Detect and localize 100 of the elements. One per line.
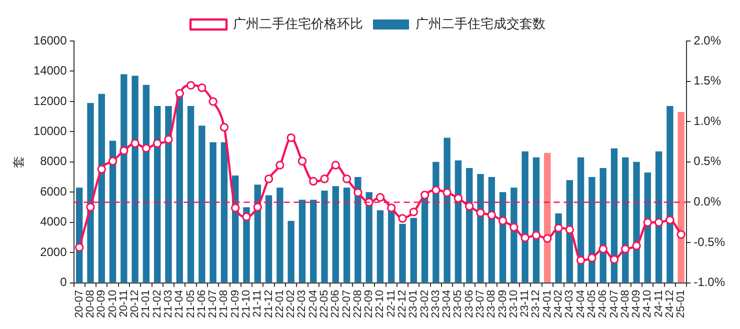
point xyxy=(298,156,307,166)
bar xyxy=(109,140,116,282)
x-tick-label: 20-11 xyxy=(118,290,130,318)
point xyxy=(588,254,596,262)
legend-label: 广州二手住宅价格环比 xyxy=(233,16,363,32)
point xyxy=(186,80,196,90)
x-tick-label: 24-07 xyxy=(608,290,620,318)
point xyxy=(286,133,296,142)
x-tick-label: 21-02 xyxy=(151,290,164,318)
x-tick-label: 23-10 xyxy=(508,290,520,318)
y-tick-label: 6000 xyxy=(40,184,68,198)
bar xyxy=(544,152,551,282)
y-tick-label: 2000 xyxy=(40,244,68,259)
point xyxy=(576,256,586,265)
bar xyxy=(310,200,317,282)
x-tick-label: 22-08 xyxy=(352,290,364,318)
bar xyxy=(666,106,674,282)
point xyxy=(610,255,619,264)
x-tick-label: 23-08 xyxy=(486,290,498,318)
point xyxy=(532,230,541,240)
y2-tick-label: -0.5% xyxy=(694,234,726,249)
bar xyxy=(600,168,606,282)
x-tick-label: 24-02 xyxy=(552,290,565,318)
bar xyxy=(265,195,272,282)
x-tick-label: 21-11 xyxy=(252,290,264,318)
x-tick-label: 24-10 xyxy=(642,290,654,318)
y2-tick-label: 2.0% xyxy=(694,33,722,48)
x-tick-label: 23-06 xyxy=(463,290,476,318)
x-tick-label: 20-07 xyxy=(73,290,86,318)
point xyxy=(198,83,206,92)
x-tick-label: 22-04 xyxy=(307,290,320,318)
x-tick-label: 22-06 xyxy=(330,290,342,318)
point xyxy=(643,218,652,227)
y-tick-label: 12000 xyxy=(33,94,68,108)
bar xyxy=(678,112,684,282)
y2-tick-label: 0.0% xyxy=(694,194,722,209)
point xyxy=(276,160,284,170)
x-tick-label: 22-07 xyxy=(340,290,353,318)
x-tick-label: 21-06 xyxy=(196,290,208,318)
bar xyxy=(522,151,528,282)
point xyxy=(409,208,418,216)
x-tick-label: 23-01 xyxy=(408,290,420,318)
point xyxy=(442,188,452,197)
bar xyxy=(399,224,406,282)
bar xyxy=(298,200,306,282)
bar xyxy=(488,177,495,282)
bar xyxy=(454,160,462,282)
point xyxy=(309,176,318,186)
point xyxy=(152,139,162,148)
bar xyxy=(343,188,350,282)
bar xyxy=(410,218,417,282)
x-tick-label: 25-01 xyxy=(675,290,688,318)
bar xyxy=(98,94,105,282)
point xyxy=(621,244,630,254)
x-tick-label: 20-09 xyxy=(96,290,108,318)
point xyxy=(264,174,274,184)
point xyxy=(454,194,463,203)
x-tick-label: 24-01 xyxy=(541,290,554,318)
point xyxy=(354,188,362,197)
bar xyxy=(332,186,339,282)
bar xyxy=(421,196,428,282)
x-tick-label: 24-05 xyxy=(586,290,598,318)
point xyxy=(142,144,151,153)
point xyxy=(632,241,641,250)
bar xyxy=(610,148,618,282)
point xyxy=(510,222,518,232)
bar xyxy=(466,168,473,282)
bar xyxy=(655,151,662,282)
x-tick-label: 23-09 xyxy=(496,290,509,318)
x-tick-label: 22-09 xyxy=(363,290,376,318)
bar xyxy=(187,106,194,282)
bar xyxy=(321,190,328,282)
x-tick-label: 24-03 xyxy=(564,290,576,318)
y2-tick-label: -1.0% xyxy=(694,275,726,290)
bar xyxy=(87,102,94,282)
point xyxy=(543,234,552,243)
x-tick-label: 21-08 xyxy=(218,290,230,318)
point xyxy=(320,174,329,184)
x-tick-label: 21-10 xyxy=(240,290,253,318)
x-tick-label: 24-09 xyxy=(630,290,643,318)
x-tick-label: 24-06 xyxy=(597,290,610,318)
bar xyxy=(288,220,294,282)
x-tick-label: 22-03 xyxy=(296,290,308,318)
y-tick-label: 14000 xyxy=(33,64,68,78)
y-axis-title: 套 xyxy=(12,156,26,168)
x-tick-label: 22-11 xyxy=(385,290,398,318)
x-tick-label: 21-09 xyxy=(229,290,242,318)
bar xyxy=(376,210,384,282)
point xyxy=(97,164,106,174)
x-tick-label: 24-11 xyxy=(652,290,665,318)
bar xyxy=(243,207,250,282)
bar xyxy=(432,162,440,282)
legend-label: 广州二手住宅成交套数 xyxy=(416,16,546,32)
point xyxy=(432,186,440,194)
x-tick-label: 23-02 xyxy=(418,290,431,318)
y2-tick-label: 0.5% xyxy=(694,154,722,168)
x-tick-label: 23-04 xyxy=(441,290,454,318)
bar xyxy=(210,142,216,282)
point xyxy=(342,174,352,184)
x-tick-label: 21-12 xyxy=(262,290,275,318)
